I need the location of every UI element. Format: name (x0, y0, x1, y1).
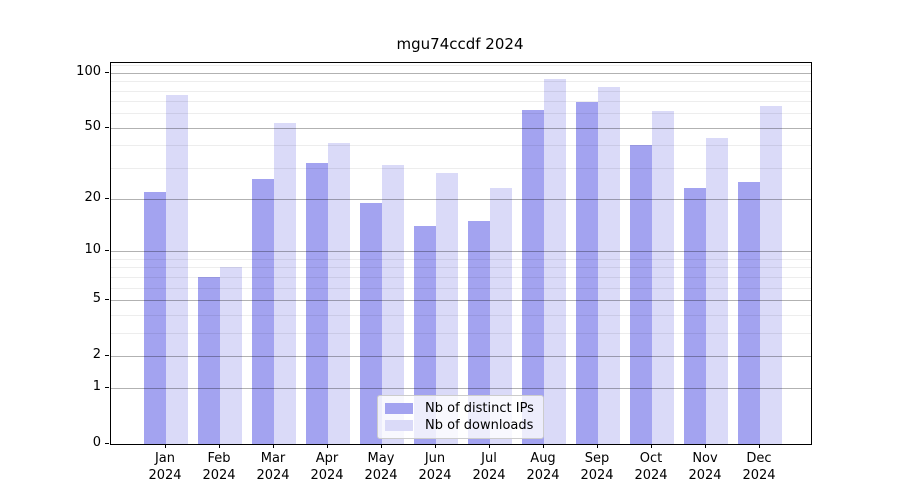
bar-downloads-feb (220, 267, 242, 444)
bar-distinct-ips-mar (252, 178, 274, 444)
legend-label-downloads: Nb of downloads (425, 418, 534, 433)
x-tick-label-feb: Feb 2024 (202, 451, 236, 483)
bar-downloads-dec (760, 105, 782, 444)
y-tick-label-5: 5 (92, 290, 101, 306)
x-tick-mark-feb (219, 444, 220, 448)
bar-downloads-sep (598, 86, 620, 444)
x-tick-mark-dec (759, 444, 760, 448)
plot-area (110, 62, 812, 445)
x-tick-mark-may (381, 444, 382, 448)
bar-distinct-ips-nov (684, 188, 706, 444)
gridline-minor-110 (111, 65, 811, 67)
gridline-major-1 (111, 388, 811, 390)
bar-distinct-ips-may (360, 203, 382, 444)
x-tick-mark-apr (327, 444, 328, 448)
y-tick-mark-1 (105, 387, 109, 389)
y-tick-mark-2 (105, 354, 109, 356)
bar-distinct-ips-feb (198, 276, 220, 444)
bar-downloads-oct (652, 110, 674, 444)
legend-swatch-distinct-ips (385, 403, 413, 414)
bar-distinct-ips-sep (576, 102, 598, 444)
x-tick-label-jun: Jun 2024 (418, 451, 452, 483)
x-tick-label-jul: Jul 2024 (472, 451, 506, 483)
x-tick-label-dec: Dec 2024 (742, 451, 776, 483)
y-tick-mark-10 (105, 250, 109, 252)
bar-distinct-ips-aug (522, 109, 544, 444)
x-tick-label-oct: Oct 2024 (634, 451, 668, 483)
x-tick-mark-nov (705, 444, 706, 448)
legend-swatch-downloads (385, 420, 413, 431)
gridline-minor-9 (111, 258, 811, 260)
y-tick-label-2: 2 (92, 346, 101, 362)
legend: Nb of distinct IPs Nb of downloads (377, 395, 544, 439)
gridline-minor-30 (111, 167, 811, 169)
bar-downloads-nov (706, 137, 728, 444)
bar-downloads-jul (490, 188, 512, 444)
x-tick-mark-sep (597, 444, 598, 448)
y-tick-label-0: 0 (92, 435, 101, 450)
legend-label-distinct-ips: Nb of distinct IPs (425, 401, 534, 416)
y-tick-label-100: 100 (76, 63, 101, 79)
gridline-minor-6 (111, 287, 811, 289)
bar-distinct-ips-jan (144, 191, 166, 444)
bar-downloads-apr (328, 143, 350, 444)
y-tick-mark-20 (105, 198, 109, 200)
x-tick-mark-jun (435, 444, 436, 448)
gridline-minor-3 (111, 332, 811, 334)
y-tick-mark-100 (105, 71, 109, 73)
gridline-minor-4 (111, 314, 811, 316)
x-tick-mark-aug (543, 444, 544, 448)
gridline-minor-60 (111, 113, 811, 115)
y-tick-mark-50 (105, 126, 109, 128)
gridline-minor-7 (111, 276, 811, 278)
gridline-major-20 (111, 199, 811, 201)
x-tick-mark-mar (273, 444, 274, 448)
gridline-major-2 (111, 355, 811, 357)
x-tick-mark-jan (165, 444, 166, 448)
gridline-minor-90 (111, 81, 811, 83)
y-tick-label-10: 10 (84, 242, 101, 258)
gridline-major-5 (111, 299, 811, 301)
bar-distinct-ips-apr (306, 162, 328, 444)
x-tick-mark-jul (489, 444, 490, 448)
bar-distinct-ips-jul (468, 221, 490, 444)
x-tick-label-mar: Mar 2024 (256, 451, 290, 483)
bar-distinct-ips-dec (738, 182, 760, 444)
gridline-minor-40 (111, 145, 811, 147)
gridline-major-50 (111, 127, 811, 129)
gridline-minor-8 (111, 267, 811, 269)
gridline-major-100 (111, 72, 811, 74)
chart-title: mgu74ccdf 2024 (396, 35, 524, 53)
x-tick-label-nov: Nov 2024 (688, 451, 722, 483)
bar-distinct-ips-jun (414, 226, 436, 444)
x-tick-label-apr: Apr 2024 (310, 451, 344, 483)
gridline-minor-70 (111, 101, 811, 103)
x-tick-mark-oct (651, 444, 652, 448)
bar-downloads-aug (544, 78, 566, 444)
bar-downloads-jun (436, 173, 458, 444)
x-tick-label-aug: Aug 2024 (526, 451, 560, 483)
x-tick-label-may: May 2024 (364, 451, 398, 483)
bar-downloads-jan (166, 94, 188, 444)
y-tick-mark-0 (105, 443, 109, 444)
bar-downloads-mar (274, 123, 296, 444)
legend-item-downloads: Nb of downloads (385, 417, 534, 434)
bar-distinct-ips-oct (630, 145, 652, 444)
legend-item-distinct-ips: Nb of distinct IPs (385, 400, 534, 417)
y-tick-label-1: 1 (92, 379, 101, 395)
gridline-minor-80 (111, 90, 811, 92)
y-tick-mark-5 (105, 298, 109, 300)
x-tick-label-sep: Sep 2024 (580, 451, 614, 483)
y-tick-label-20: 20 (84, 190, 101, 206)
y-tick-label-50: 50 (84, 118, 101, 134)
x-tick-label-jan: Jan 2024 (148, 451, 182, 483)
bar-downloads-may (382, 165, 404, 444)
gridline-major-10 (111, 251, 811, 253)
